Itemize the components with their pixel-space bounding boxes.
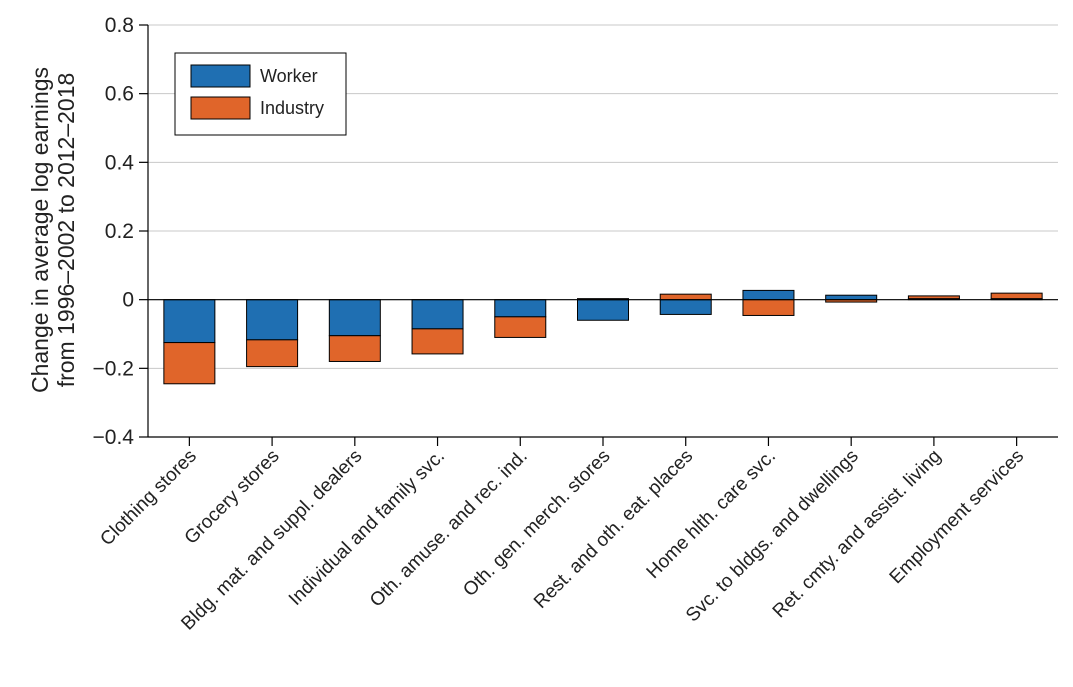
bar-worker (246, 299, 299, 341)
bar-industry (163, 342, 216, 385)
x-tick-label: Oth. amuse. and rec. ind. (366, 446, 532, 612)
x-tick-label: Rest. and oth. eat. places (530, 446, 697, 613)
y-tick-label: 0 (122, 289, 134, 312)
y-axis-label-line-2: from 1996–2002 to 2012–2018 (53, 73, 79, 388)
x-tick-label: Individual and family svc. (285, 446, 449, 610)
bar-industry (990, 292, 1043, 300)
bars (163, 289, 1043, 385)
x-tick-label: Ret. cmty. and assist. living (769, 446, 946, 623)
bar-industry (328, 335, 381, 362)
legend-swatch-industry (190, 96, 251, 120)
bar-worker (328, 299, 381, 337)
bar-worker (825, 294, 878, 301)
y-ticks: 0.8 0.6 0.4 0.2 0 −0.2 −0.4 (93, 14, 148, 449)
bar-worker (163, 299, 216, 344)
legend-swatch-worker (190, 64, 251, 88)
y-tick-label: −0.2 (93, 357, 134, 380)
legend-label-industry: Industry (260, 98, 324, 118)
y-axis-label: Change in average log earnings from 1996… (27, 67, 79, 393)
y-tick-label: 0.6 (105, 83, 134, 106)
y-axis-label-line-1: Change in average log earnings (27, 67, 53, 393)
x-tick-label: Bldg. mat. and suppl. dealers (177, 446, 366, 635)
y-tick-label: −0.4 (93, 426, 135, 449)
bar-industry (742, 299, 795, 316)
bar-industry (246, 339, 299, 368)
bar-industry (494, 316, 547, 338)
bar-worker (411, 299, 464, 330)
bar-worker (494, 299, 547, 318)
bar-worker (659, 299, 712, 315)
y-tick-label: 0.4 (105, 151, 135, 174)
x-tick-label: Employment services (886, 446, 1029, 589)
legend: Worker Industry (174, 52, 347, 136)
bar-industry (907, 295, 960, 300)
x-tick-label: Oth. gen. merch. stores (459, 446, 614, 601)
bar-worker (742, 289, 795, 301)
bar-industry (411, 328, 464, 355)
y-tick-label: 0.2 (105, 220, 134, 243)
x-tick-label: Svc. to bldgs. and dwellings (682, 446, 863, 627)
legend-label-worker: Worker (260, 66, 318, 86)
bar-worker (577, 299, 629, 321)
bar-industry (659, 293, 712, 301)
y-tick-label: 0.8 (105, 14, 134, 37)
